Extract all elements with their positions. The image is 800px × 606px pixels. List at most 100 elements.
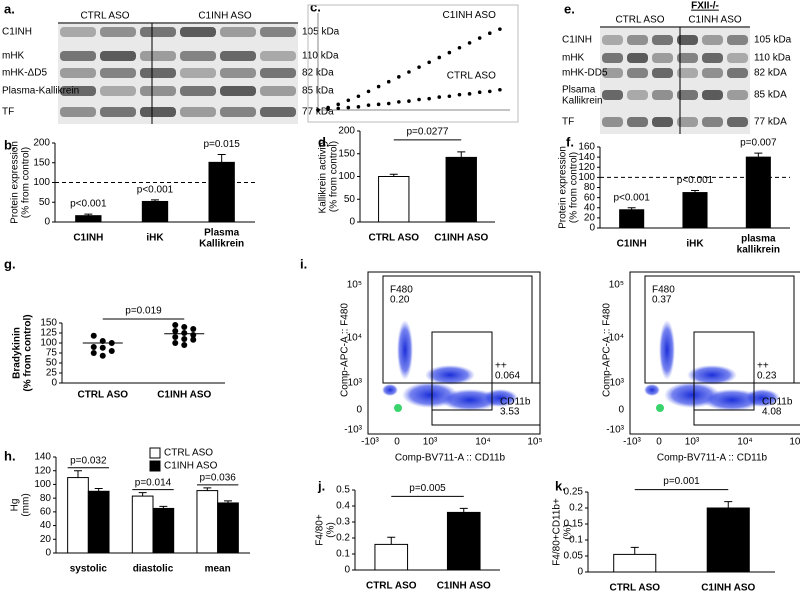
error-bar (630, 546, 639, 555)
x-tick-label: Plasma Kallikrein (199, 227, 244, 249)
point (457, 45, 462, 50)
flow-density (382, 384, 398, 396)
y-tick-label: 0.15 (564, 519, 584, 530)
blot-band (140, 27, 176, 37)
y-tick-label: 125 (40, 328, 57, 339)
y-tick-label: 0.2 (569, 503, 583, 514)
blot-size-label: 110 kDa (302, 51, 339, 62)
dot (108, 348, 115, 354)
legend-label: C1INH ASO (164, 461, 218, 472)
panel-label: f. (566, 134, 574, 149)
blot-band (180, 107, 216, 117)
bar (208, 161, 235, 223)
blot-band (727, 68, 748, 78)
blot-band (702, 68, 723, 78)
blot-size-label: 110 kDa (754, 53, 791, 64)
blot-band (652, 35, 673, 45)
y-tick-label: 10⁴ (347, 333, 362, 344)
point (386, 101, 391, 106)
legend-swatch (149, 460, 161, 472)
y-tick-label: 10⁵ (609, 280, 624, 291)
y-axis-label: Protein expression(% from control) (9, 141, 31, 224)
blot-row-label: mHK-ΔD5 (2, 68, 47, 79)
point (336, 106, 341, 111)
x-tick-label: 10⁵ (527, 437, 542, 448)
blot-group-label: C1INH ASO (688, 15, 742, 26)
blot-band (260, 51, 296, 61)
dot (190, 336, 197, 343)
error-bar (387, 536, 396, 545)
gate-value: 0.064 (495, 371, 520, 382)
blot-band (652, 90, 673, 100)
y-axis-label: Comp-APC-A :: F480 (602, 303, 613, 397)
bar (682, 192, 708, 229)
blot-band (60, 27, 96, 37)
dot (181, 324, 188, 330)
error-bar (389, 173, 398, 177)
point (397, 100, 401, 104)
dot (172, 340, 179, 346)
y-tick-label: 20 (584, 213, 596, 224)
point (477, 90, 482, 95)
flow-density (425, 365, 475, 385)
point (487, 89, 492, 94)
blot-row-label: Plasma-Kallikrein (2, 86, 79, 97)
error-bar (224, 500, 233, 503)
dot (181, 342, 188, 348)
x-tick-label: 10⁵ (789, 437, 800, 448)
series-label: CTRL ASO (447, 70, 496, 81)
y-tick-label: 60 (584, 192, 596, 203)
y-tick-label: 0 (45, 548, 51, 559)
flow-density (644, 384, 660, 396)
bar (196, 490, 219, 554)
blot-row-label: TF (562, 117, 574, 128)
value-annotation: p<0.001 (677, 175, 714, 186)
panel-label: a. (4, 1, 15, 16)
y-tick-label: 0 (589, 223, 595, 234)
blot-band (140, 51, 176, 61)
error-bar (754, 152, 763, 158)
blot-band (627, 68, 648, 78)
error-bar (459, 507, 468, 513)
panel-label: i. (300, 256, 307, 271)
x-tick-label: iHK (686, 239, 704, 250)
error-bar (159, 505, 168, 509)
dot (181, 336, 188, 342)
x-tick-label: 10³ (685, 437, 700, 448)
blot-group-label: C1INH ASO (198, 11, 252, 22)
x-tick-label: C1INH ASO (157, 390, 211, 401)
y-tick-label: 100 (33, 177, 50, 188)
blot-row-label: mHK (562, 53, 585, 64)
y-tick-label: 100 (578, 172, 595, 183)
y-tick-label: 0.25 (564, 487, 584, 498)
x-tick-label: plasma kallikrein (737, 233, 780, 255)
bar (445, 156, 477, 223)
flow-hotspot (394, 404, 402, 412)
y-tick-label: 200 (33, 138, 50, 149)
blot-band (702, 35, 723, 45)
blot-band (60, 86, 96, 96)
blot-background (600, 26, 750, 134)
blot-band (180, 51, 216, 61)
blot-band (180, 86, 216, 96)
value-annotation: p<0.001 (137, 185, 174, 196)
x-tick-label: C1INH ASO (434, 233, 488, 244)
x-tick-label: mean (205, 564, 231, 575)
y-tick-label: 50 (344, 194, 356, 205)
point (498, 27, 502, 31)
y-tick-label: 50 (39, 197, 51, 208)
blot-band (220, 68, 256, 78)
y-tick-label: 80 (40, 493, 52, 504)
blot-band (602, 35, 623, 45)
legend-label: CTRL ASO (164, 448, 213, 459)
x-tick-label: 10⁴ (737, 437, 752, 448)
y-tick-label: 25 (46, 368, 58, 379)
blot-band (60, 51, 96, 61)
point (417, 65, 421, 69)
y-tick-label: -10³ (344, 425, 362, 436)
flow-density (744, 389, 780, 407)
blot-row-label: C1INH (562, 35, 592, 46)
error-bar (138, 492, 147, 497)
y-axis-label: Kallikrein activity(% from control) (317, 140, 339, 214)
group-annotation: p=0.014 (135, 477, 172, 488)
